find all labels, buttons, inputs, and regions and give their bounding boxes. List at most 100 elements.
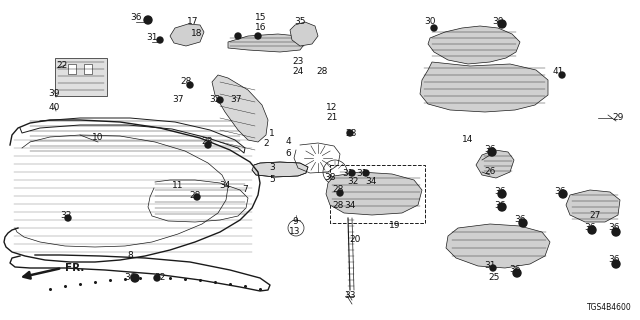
Circle shape [131,274,139,282]
Circle shape [431,25,437,31]
Text: 24: 24 [292,68,303,76]
Text: 10: 10 [92,133,104,142]
Text: 31: 31 [356,169,368,178]
Text: 34: 34 [220,180,230,189]
Text: 7: 7 [242,186,248,195]
Text: 39: 39 [48,89,60,98]
Bar [84,64,92,74]
Text: 40: 40 [48,102,60,111]
Text: 31: 31 [342,169,354,178]
Text: 2: 2 [263,139,269,148]
Text: 28: 28 [332,186,344,195]
Text: 34: 34 [344,201,356,210]
Circle shape [349,170,355,176]
Text: 19: 19 [389,220,401,229]
Text: 31: 31 [147,34,157,43]
Text: 38: 38 [324,173,336,182]
Polygon shape [326,172,422,215]
Polygon shape [420,62,548,112]
Text: 9: 9 [292,218,298,227]
Text: 20: 20 [349,236,361,244]
Text: 34: 34 [365,178,377,187]
Circle shape [337,190,343,196]
Circle shape [217,97,223,103]
Circle shape [144,16,152,24]
Text: 12: 12 [326,103,338,113]
Text: 28: 28 [332,201,344,210]
Text: 8: 8 [127,251,133,260]
Circle shape [498,203,506,211]
Text: 13: 13 [289,228,301,236]
Circle shape [559,72,565,78]
Text: 11: 11 [172,180,184,189]
Polygon shape [566,190,620,222]
Text: 36: 36 [124,274,136,283]
Text: 26: 26 [484,167,496,177]
Polygon shape [290,22,318,46]
Circle shape [488,148,496,156]
Text: 36: 36 [584,223,596,233]
Circle shape [194,194,200,200]
Text: 36: 36 [608,255,620,265]
Bar [68,64,76,74]
Text: 21: 21 [326,114,338,123]
Circle shape [187,82,193,88]
Text: 1: 1 [269,129,275,138]
Text: 35: 35 [294,18,306,27]
Circle shape [588,226,596,234]
Text: 36: 36 [608,223,620,233]
Text: 36: 36 [554,188,566,196]
Text: 30: 30 [424,18,436,27]
Text: 33: 33 [344,291,356,300]
Text: 37: 37 [230,95,242,105]
Text: 27: 27 [589,211,601,220]
Text: 36: 36 [494,201,506,210]
Text: 28: 28 [180,77,192,86]
Circle shape [612,260,620,268]
Text: 18: 18 [191,28,203,37]
Text: 32: 32 [348,178,358,187]
Text: 36: 36 [494,188,506,196]
Polygon shape [446,224,550,268]
Text: 32: 32 [60,211,72,220]
Text: 36: 36 [484,146,496,155]
Text: 31: 31 [484,260,496,269]
Circle shape [498,190,506,198]
Circle shape [347,130,353,136]
Polygon shape [428,26,520,64]
Text: 37: 37 [172,95,184,105]
Text: 23: 23 [292,58,304,67]
Text: 28: 28 [202,138,212,147]
Circle shape [612,228,620,236]
Circle shape [65,215,71,221]
Circle shape [235,33,241,39]
Polygon shape [476,150,514,178]
Circle shape [490,265,496,271]
Text: 25: 25 [488,274,500,283]
Text: 14: 14 [462,135,474,145]
Circle shape [157,37,163,43]
Text: 4: 4 [285,138,291,147]
Polygon shape [228,34,306,52]
Text: 28: 28 [189,190,201,199]
Bar [55,58,107,96]
Circle shape [559,190,567,198]
Text: 6: 6 [285,148,291,157]
Text: 28: 28 [316,68,328,76]
Text: 32: 32 [154,274,166,283]
Text: TGS4B4600: TGS4B4600 [588,303,632,312]
Text: 41: 41 [552,68,564,76]
Text: 16: 16 [255,23,267,33]
Polygon shape [170,24,204,46]
Text: 29: 29 [612,114,624,123]
Text: 22: 22 [56,60,68,69]
Circle shape [363,170,369,176]
Text: 15: 15 [255,13,267,22]
Polygon shape [212,75,268,142]
Circle shape [498,20,506,28]
Circle shape [205,142,211,148]
Circle shape [255,33,261,39]
Circle shape [513,269,521,277]
Text: 36: 36 [509,266,521,275]
Circle shape [519,219,527,227]
